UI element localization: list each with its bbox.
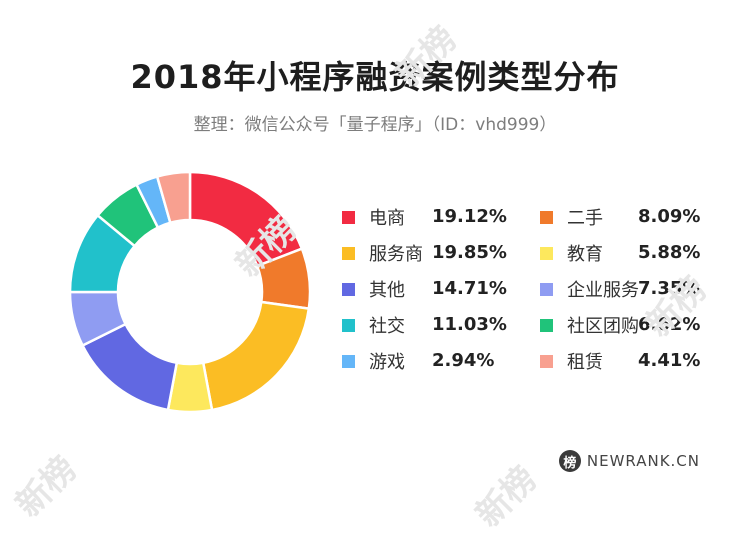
donut-chart (70, 172, 310, 412)
legend-item: 电商 (342, 202, 405, 232)
legend-value: 7.35% (638, 278, 701, 299)
legend-item: 服务商 (342, 238, 423, 268)
brand-logo: 榜 NEWRANK.CN (558, 450, 700, 472)
legend-value: 2.94% (432, 350, 495, 371)
watermark: 新榜 (468, 458, 545, 536)
newrank-icon: 榜 (558, 450, 581, 472)
legend-swatch (540, 246, 553, 260)
legend-swatch (540, 318, 553, 332)
legend-item: 游戏 (342, 346, 405, 376)
legend-value: 6.62% (638, 314, 701, 335)
slice-1 (188, 172, 304, 268)
legend-value: 14.71% (432, 278, 507, 299)
legend-value: 19.12% (432, 206, 507, 227)
legend-label: 企业服务 (567, 280, 639, 301)
legend-item: 二手 (540, 202, 603, 232)
legend-value: 5.88% (638, 242, 701, 263)
chart-title: 2018年小程序融资案例类型分布 (130, 58, 620, 96)
legend-item: 其他 (342, 274, 405, 304)
legend-item: 社交 (342, 310, 405, 340)
legend-value: 8.09% (638, 206, 701, 227)
slice-6 (70, 290, 128, 348)
legend-label: 社交 (369, 316, 405, 337)
legend-item: 企业服务 (540, 274, 639, 304)
legend-label: 租赁 (567, 352, 603, 373)
legend-label: 其他 (369, 280, 405, 301)
legend-swatch (342, 210, 355, 224)
legend-value: 19.85% (432, 242, 507, 263)
legend-swatch (342, 318, 355, 332)
legend-label: 电商 (369, 208, 405, 229)
legend-value: 4.41% (638, 350, 701, 371)
legend-swatch (540, 210, 553, 224)
brand-text: NEWRANK.CN (586, 452, 700, 470)
legend-label: 游戏 (369, 352, 405, 373)
legend-swatch (342, 354, 355, 368)
watermark: 新榜 (8, 448, 85, 526)
legend-swatch (540, 354, 553, 368)
legend-item: 教育 (540, 238, 603, 268)
legend-label: 二手 (567, 208, 603, 229)
chart-subtitle: 整理：微信公众号「量子程序」（ID：vhd999） (193, 115, 557, 135)
legend-value: 11.03% (432, 314, 507, 335)
legend-label: 教育 (567, 244, 603, 265)
legend-label: 服务商 (369, 244, 423, 265)
legend-item: 社区团购 (540, 310, 639, 340)
legend-swatch (342, 282, 355, 296)
slice-3 (201, 300, 310, 412)
legend-item: 租赁 (540, 346, 603, 376)
legend-swatch (540, 282, 553, 296)
legend-label: 社区团购 (567, 316, 639, 337)
slice-10 (155, 172, 192, 225)
legend-swatch (342, 246, 355, 260)
